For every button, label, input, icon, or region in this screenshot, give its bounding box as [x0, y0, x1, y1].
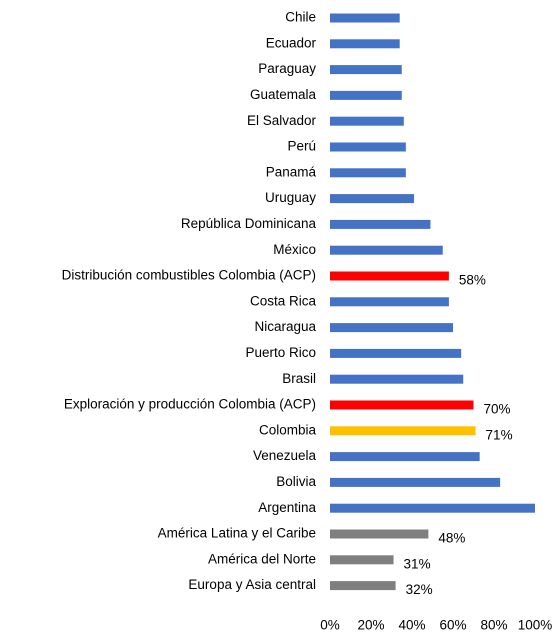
data-label: 70% [484, 402, 511, 417]
bar [330, 400, 474, 410]
x-tick-label: 100% [518, 618, 553, 633]
bar [330, 245, 443, 255]
data-label: 31% [404, 556, 431, 571]
bar [330, 90, 402, 100]
y-tick-label: México [273, 242, 316, 257]
y-tick-label: América del Norte [208, 551, 316, 566]
y-tick-label: Exploración y producción Colombia (ACP) [64, 397, 316, 412]
y-tick-label: Brasil [282, 371, 316, 386]
data-label: 58% [459, 273, 486, 288]
bar [330, 452, 480, 462]
x-tick-label: 40% [398, 618, 425, 633]
bar [330, 219, 431, 229]
bar [330, 503, 535, 513]
bar [330, 426, 476, 436]
y-tick-label: Chile [285, 10, 316, 25]
bar [330, 168, 406, 178]
y-tick-label: Europa y Asia central [188, 577, 316, 592]
bar [330, 297, 449, 307]
y-tick-label: Nicaragua [254, 319, 316, 334]
y-tick-label: Perú [287, 139, 316, 154]
data-label: 32% [406, 582, 433, 597]
y-tick-label: Venezuela [253, 448, 317, 463]
bar [330, 323, 453, 333]
bar [330, 271, 449, 281]
y-tick-label: Argentina [258, 500, 316, 515]
y-tick-label: República Dominicana [181, 216, 317, 231]
x-tick-label: 0% [320, 618, 340, 633]
bar [330, 477, 501, 487]
bar [330, 65, 402, 75]
y-tick-label: Panamá [266, 164, 317, 179]
bar [330, 529, 429, 539]
y-tick-label: Puerto Rico [245, 345, 316, 360]
bar [330, 194, 415, 204]
bar [330, 142, 406, 152]
x-tick-label: 80% [480, 618, 507, 633]
y-tick-label: Paraguay [258, 61, 316, 76]
bar [330, 555, 394, 565]
x-tick-label: 20% [357, 618, 384, 633]
x-tick-label: 60% [439, 618, 466, 633]
y-tick-label: Ecuador [266, 35, 317, 50]
bar [330, 39, 400, 49]
y-tick-label: América Latina y el Caribe [158, 526, 316, 541]
y-tick-label: El Salvador [247, 113, 317, 128]
y-tick-label: Distribución combustibles Colombia (ACP) [62, 268, 316, 283]
y-tick-label: Costa Rica [250, 293, 317, 308]
y-tick-label: Uruguay [265, 190, 316, 205]
bar [330, 13, 400, 23]
bar [330, 116, 404, 126]
bar [330, 374, 464, 384]
y-tick-label: Colombia [259, 422, 317, 437]
y-tick-label: Guatemala [250, 87, 317, 102]
data-label: 71% [486, 427, 513, 442]
bar [330, 348, 462, 358]
data-label: 48% [438, 531, 465, 546]
y-tick-label: Bolivia [276, 474, 316, 489]
bar [330, 581, 396, 591]
